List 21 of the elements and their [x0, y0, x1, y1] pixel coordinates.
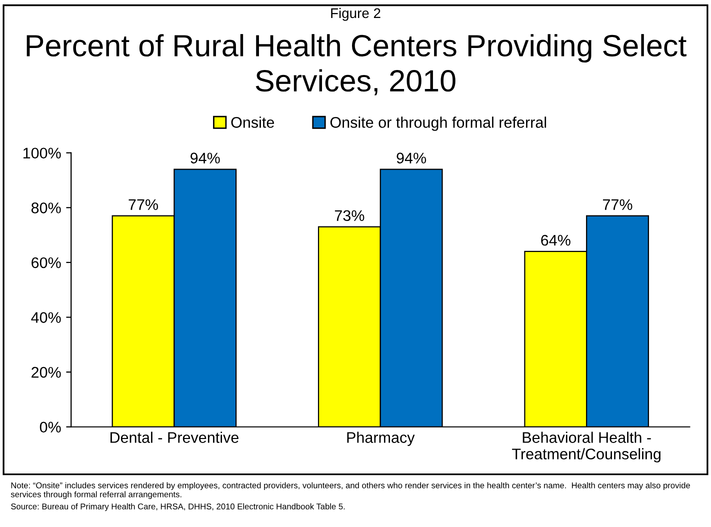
source-note: Source: Bureau of Primary Health Care, HRSA, DHHS, 2010 Electronic Handbook Table 5. [11, 503, 345, 512]
y-tick-label: 60% [32, 257, 61, 268]
data-label: 73% [334, 210, 364, 222]
data-label: 77% [603, 199, 632, 210]
y-tick-label: 80% [31, 202, 61, 214]
x-tick-label: Pharmacy [347, 432, 415, 446]
caption: Figure 2 [331, 8, 380, 21]
data-label: 77% [128, 199, 158, 210]
data-label: 94% [190, 152, 220, 164]
y-tick-label: 100% [23, 148, 61, 159]
x-tick-label: Dental - Preventive [110, 432, 238, 443]
data-label: 94% [396, 152, 426, 164]
x-tick-label: Behavioral Health - Treatment/Counseling [512, 432, 660, 462]
legend-label: Onsite or through formal referral [330, 116, 546, 131]
chart-title: Percent of Rural Health Centers Providing Select Services, 2010 [26, 34, 686, 96]
y-tick-label: 0% [40, 422, 61, 433]
legend-label: Onsite [231, 116, 274, 128]
y-tick-label: 20% [32, 366, 61, 378]
text: Note: “Onsite” includes services rendered by employees, contracted providers, volunteers, and others who render services in the health center’s name. Health centers may also provide services through formal referral arrangements. [10, 482, 690, 499]
data-label: 64% [541, 234, 570, 246]
y-tick-label: 40% [31, 312, 61, 323]
